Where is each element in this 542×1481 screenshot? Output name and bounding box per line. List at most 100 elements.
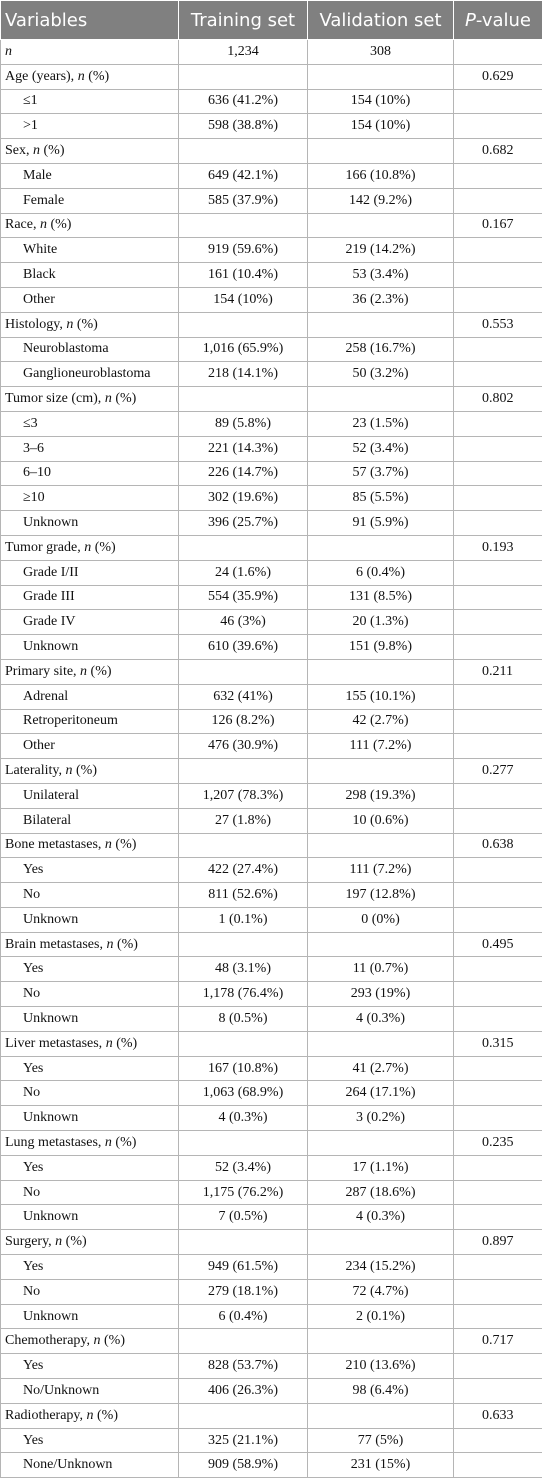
p-value-cell: 0.235 <box>453 1130 542 1156</box>
item-row: 3–6 221 (14.3%) 52 (3.4%) <box>0 435 542 462</box>
p-value-cell <box>453 88 542 115</box>
validation-cell: 264 (17.1%) <box>307 1080 454 1107</box>
validation-cell <box>307 311 454 338</box>
header-cell: Validation set <box>307 0 454 40</box>
item-row: No 1,178 (76.4%) 293 (19%) <box>0 981 542 1008</box>
header-cell: Variables <box>0 0 179 40</box>
validation-cell: 258 (16.7%) <box>307 336 454 363</box>
p-value-cell: 0.717 <box>453 1328 542 1355</box>
variable-label: Chemotherapy, n (%) <box>0 1328 179 1355</box>
p-value-cell: 0.638 <box>453 832 542 859</box>
training-cell: 24 (1.6%) <box>178 559 308 586</box>
training-cell: 226 (14.7%) <box>178 460 308 487</box>
training-cell: 302 (19.6%) <box>178 485 308 512</box>
training-cell: 89 (5.8%) <box>178 410 308 437</box>
item-row: Yes 52 (3.4%) 17 (1.1%) <box>0 1154 542 1181</box>
item-row: Yes 422 (27.4%) 111 (7.2%) <box>0 857 542 884</box>
item-label: >1 <box>0 113 179 140</box>
item-row: No 1,063 (68.9%) 264 (17.1%) <box>0 1080 542 1107</box>
variable-label: Sex, n (%) <box>0 138 179 164</box>
validation-cell: 142 (9.2%) <box>307 187 454 214</box>
validation-cell: 98 (6.4%) <box>307 1378 454 1404</box>
p-value-cell <box>453 1303 542 1330</box>
item-row: No 279 (18.1%) 72 (4.7%) <box>0 1278 542 1305</box>
p-value-cell <box>453 1006 542 1032</box>
group-row: Surgery, n (%) 0.897 <box>0 1229 542 1256</box>
group-row: Bone metastases, n (%) 0.638 <box>0 832 542 859</box>
item-row: Black 161 (10.4%) 53 (3.4%) <box>0 262 542 288</box>
training-cell <box>178 758 308 784</box>
item-label: Grade I/II <box>0 559 179 586</box>
training-cell: 279 (18.1%) <box>178 1278 308 1305</box>
training-cell: 422 (27.4%) <box>178 857 308 884</box>
p-value-cell <box>453 1353 542 1380</box>
validation-cell: 111 (7.2%) <box>307 857 454 884</box>
p-value-cell <box>453 906 542 933</box>
validation-cell: 53 (3.4%) <box>307 262 454 288</box>
item-label: No <box>0 1179 179 1206</box>
p-value-cell <box>453 336 542 363</box>
training-cell: 598 (38.8%) <box>178 113 308 140</box>
item-label: ≤3 <box>0 410 179 437</box>
variable-label: Radiotherapy, n (%) <box>0 1402 179 1429</box>
group-row: Chemotherapy, n (%) 0.717 <box>0 1328 542 1355</box>
training-cell: 221 (14.3%) <box>178 435 308 462</box>
p-value-cell: 0.167 <box>453 212 542 239</box>
training-cell: 811 (52.6%) <box>178 882 308 908</box>
validation-cell: 154 (10%) <box>307 113 454 140</box>
header-row: Variables Training set Validation set P-… <box>0 0 542 40</box>
p-value-cell <box>453 1179 542 1206</box>
p-value-cell <box>453 807 542 834</box>
validation-cell <box>307 832 454 859</box>
p-value-cell <box>453 733 542 760</box>
training-cell: 126 (8.2%) <box>178 708 308 735</box>
item-row: Yes 325 (21.1%) 77 (5%) <box>0 1427 542 1454</box>
group-row: Lung metastases, n (%) 0.235 <box>0 1130 542 1156</box>
item-label: Unknown <box>0 1204 179 1231</box>
item-label: Other <box>0 286 179 313</box>
validation-cell: 42 (2.7%) <box>307 708 454 735</box>
p-value-cell <box>453 1452 542 1479</box>
p-value-cell <box>453 286 542 313</box>
item-row: Other 476 (30.9%) 111 (7.2%) <box>0 733 542 760</box>
training-cell <box>178 1402 308 1429</box>
validation-cell <box>307 138 454 164</box>
p-value-cell: 0.211 <box>453 658 542 685</box>
training-cell: 167 (10.8%) <box>178 1055 308 1082</box>
item-row: No 811 (52.6%) 197 (12.8%) <box>0 882 542 908</box>
group-row: Race, n (%) 0.167 <box>0 212 542 239</box>
p-value-cell <box>453 1080 542 1107</box>
training-cell: 919 (59.6%) <box>178 237 308 264</box>
table-body: n 1,234 308 Age (years), n (%) 0.629 ≤1 636 (4… <box>0 39 542 1479</box>
validation-cell: 154 (10%) <box>307 88 454 115</box>
training-cell: 406 (26.3%) <box>178 1378 308 1404</box>
p-value-cell <box>453 708 542 735</box>
validation-cell <box>307 1402 454 1429</box>
training-cell <box>178 534 308 561</box>
p-value-cell <box>453 187 542 214</box>
training-cell: 636 (41.2%) <box>178 88 308 115</box>
item-row: Yes 828 (53.7%) 210 (13.6%) <box>0 1353 542 1380</box>
validation-cell <box>307 212 454 239</box>
p-value-cell <box>453 882 542 908</box>
p-value-cell: 0.553 <box>453 311 542 338</box>
item-label: Ganglioneuroblastoma <box>0 361 179 388</box>
group-row: Tumor grade, n (%) 0.193 <box>0 534 542 561</box>
p-value-cell: 0.802 <box>453 386 542 412</box>
group-row: Liver metastases, n (%) 0.315 <box>0 1030 542 1057</box>
item-label: Yes <box>0 956 179 983</box>
validation-cell: 2 (0.1%) <box>307 1303 454 1330</box>
training-cell: 154 (10%) <box>178 286 308 313</box>
validation-cell <box>307 1328 454 1355</box>
validation-cell: 4 (0.3%) <box>307 1006 454 1032</box>
variable-label: Tumor size (cm), n (%) <box>0 386 179 412</box>
validation-cell: 91 (5.9%) <box>307 510 454 536</box>
item-row: No 1,175 (76.2%) 287 (18.6%) <box>0 1179 542 1206</box>
item-row: Unknown 7 (0.5%) 4 (0.3%) <box>0 1204 542 1231</box>
p-value-cell <box>453 262 542 288</box>
item-label: Adrenal <box>0 683 179 710</box>
training-cell: 632 (41%) <box>178 683 308 710</box>
item-row: Adrenal 632 (41%) 155 (10.1%) <box>0 683 542 710</box>
validation-cell: 6 (0.4%) <box>307 559 454 586</box>
validation-cell: 293 (19%) <box>307 981 454 1008</box>
